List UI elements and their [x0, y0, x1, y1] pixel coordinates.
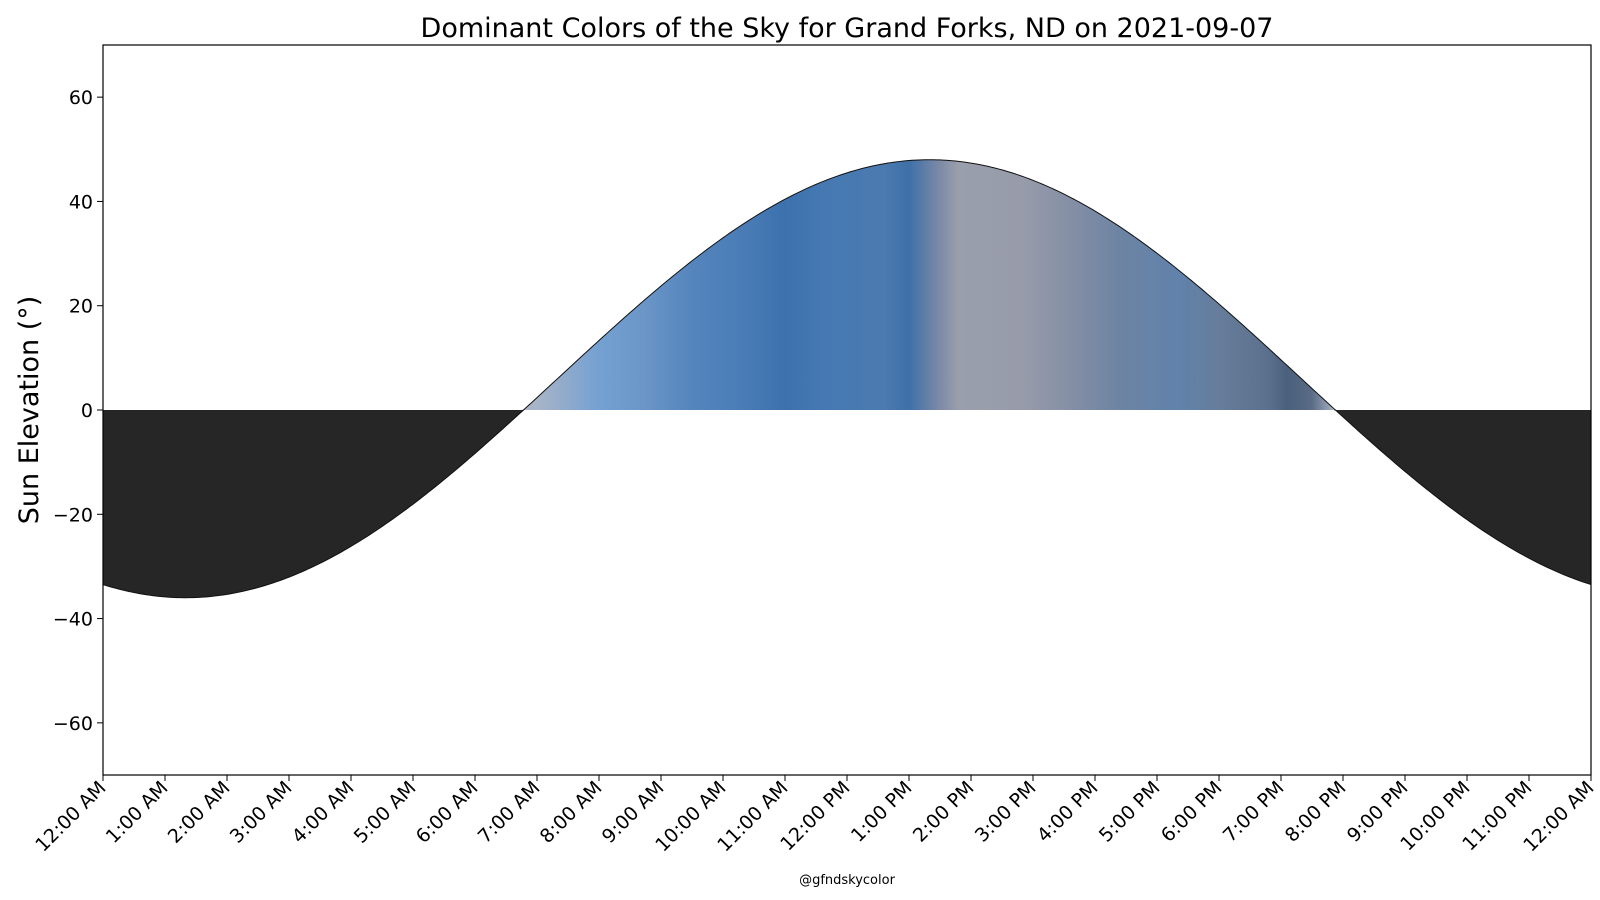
y-axis-label: Sun Elevation (°) — [14, 296, 45, 525]
night-area — [103, 410, 1591, 598]
y-tick-label: 60 — [69, 87, 93, 109]
x-tick-label: 3:00 AM — [226, 777, 297, 848]
x-tick-label: 1:00 AM — [102, 777, 173, 848]
y-tick-label: 0 — [81, 400, 93, 422]
x-tick-label: 6:00 AM — [412, 777, 483, 848]
y-tick-label: −60 — [53, 713, 93, 735]
x-tick-label: 5:00 PM — [1095, 777, 1165, 847]
x-tick-label: 7:00 AM — [474, 777, 545, 848]
x-tick-label: 12:00 AM — [31, 777, 110, 856]
sun-elevation-curve — [103, 159, 1591, 599]
x-tick-label: 4:00 AM — [288, 777, 359, 848]
x-axis: 12:00 AM1:00 AM2:00 AM3:00 AM4:00 AM5:00… — [31, 775, 1599, 856]
x-tick-label: 8:00 AM — [536, 777, 607, 848]
y-tick-label: −40 — [53, 609, 93, 631]
x-tick-label: 2:00 AM — [164, 777, 235, 848]
x-tick-label: 8:00 PM — [1281, 777, 1351, 847]
x-tick-label: 1:00 PM — [847, 777, 917, 847]
y-tick-label: −20 — [53, 504, 93, 526]
x-tick-label: 2:00 PM — [909, 777, 979, 847]
y-tick-label: 40 — [69, 191, 93, 213]
y-tick-label: 20 — [69, 296, 93, 318]
x-tick-label: 3:00 PM — [971, 777, 1041, 847]
chart-title: Dominant Colors of the Sky for Grand For… — [421, 13, 1274, 44]
daylight-sky-color-area — [103, 159, 1591, 410]
credit-text: @gfndskycolor — [799, 873, 896, 888]
x-tick-label: 6:00 PM — [1157, 777, 1227, 847]
x-tick-label: 5:00 AM — [350, 777, 421, 848]
plot-area — [103, 159, 1591, 599]
x-tick-label: 4:00 PM — [1033, 777, 1103, 847]
x-tick-label: 7:00 PM — [1219, 777, 1289, 847]
y-axis: 60 40 20 0 −20 −40 −60 — [53, 87, 103, 735]
